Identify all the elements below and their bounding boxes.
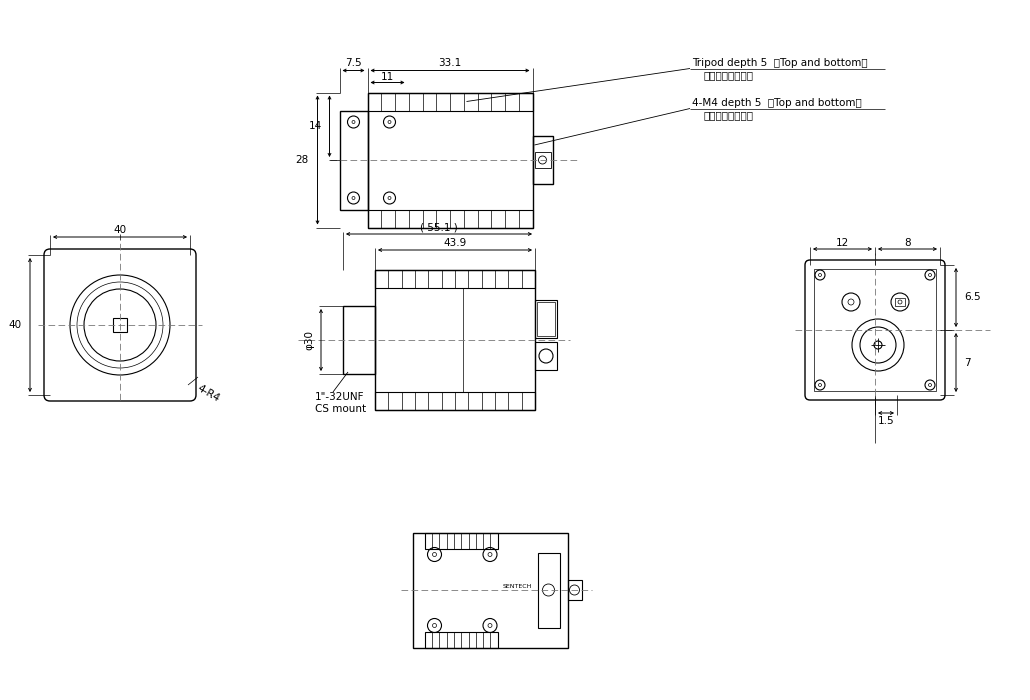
Text: 8: 8 [904,238,911,248]
Text: 7.5: 7.5 [345,59,362,69]
Text: 28: 28 [296,155,309,165]
Bar [895,298,905,306]
Bar [535,342,557,370]
Bar [537,302,555,336]
Text: 1"-32UNF: 1"-32UNF [315,392,365,402]
Text: Tripod depth 5  （Top and bottom）: Tripod depth 5 （Top and bottom） [692,57,867,67]
Bar [412,533,568,648]
Bar [340,111,368,209]
Text: 6.5: 6.5 [964,293,981,302]
Text: 40: 40 [113,225,127,235]
Bar [425,631,497,648]
Bar [535,152,550,168]
Text: φ30: φ30 [304,330,314,350]
Bar [368,92,533,111]
Bar [425,533,497,549]
Bar [533,136,552,184]
Text: 11: 11 [381,71,394,81]
Text: 4-R4: 4-R4 [195,383,220,404]
Text: 43.9: 43.9 [443,238,467,248]
Bar [375,270,535,288]
Bar [343,306,375,374]
Text: 1.5: 1.5 [878,416,894,426]
Text: CS mount: CS mount [315,404,366,414]
Text: （対面同一形状）: （対面同一形状） [703,71,754,80]
Bar [814,269,936,391]
Bar [368,92,533,228]
Bar [568,580,582,600]
Text: （対面同一形状）: （対面同一形状） [703,111,754,120]
Text: 40: 40 [9,320,22,330]
Text: 12: 12 [836,238,849,248]
Text: 4-M4 depth 5  （Top and bottom）: 4-M4 depth 5 （Top and bottom） [692,97,862,108]
Bar [368,209,533,228]
Bar [535,300,557,338]
Bar [375,270,535,410]
Bar [375,392,535,410]
Text: SENTECH: SENTECH [503,584,533,589]
Bar [538,552,559,627]
Text: 7: 7 [964,358,970,368]
Bar [113,318,127,332]
Text: 14: 14 [309,121,322,132]
Text: ( 55.1 ): ( 55.1 ) [420,222,458,232]
Text: 33.1: 33.1 [439,59,461,69]
